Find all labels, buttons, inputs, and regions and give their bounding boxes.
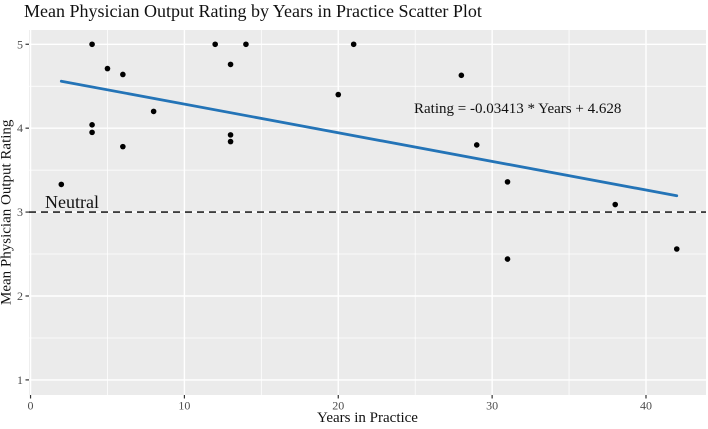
data-point (243, 41, 249, 48)
regression-trend-line (59, 79, 679, 198)
chart-title: Mean Physician Output Rating by Years in… (24, 1, 482, 21)
x-tick-label: 20 (332, 399, 344, 413)
data-point (612, 201, 619, 208)
data-point (120, 71, 126, 78)
data-point (89, 129, 95, 136)
data-point (227, 61, 234, 68)
y-tick-label: 1 (17, 373, 23, 387)
x-axis-title: Years in Practice (317, 410, 418, 426)
data-point (58, 181, 65, 188)
x-tick-label: 30 (486, 399, 498, 413)
data-point (89, 41, 95, 48)
data-point (89, 122, 95, 128)
data-point (335, 91, 342, 98)
data-point (504, 256, 511, 262)
data-point (212, 41, 218, 48)
data-point (458, 72, 465, 79)
y-tick-label: 5 (17, 37, 23, 51)
data-point (504, 179, 511, 185)
neutral-reference-label: Neutral (45, 192, 99, 212)
data-point (120, 143, 126, 150)
y-tick-label: 2 (17, 289, 23, 303)
x-tick-label: 40 (640, 399, 652, 413)
y-tick-label: 4 (17, 121, 23, 135)
data-point (150, 108, 157, 115)
data-point (227, 132, 234, 138)
data-point (350, 41, 357, 48)
x-tick-label: 10 (178, 399, 190, 413)
x-tick-label: 0 (28, 399, 34, 413)
data-point (104, 65, 111, 72)
regression-equation-annotation: Rating = -0.03413 * Years + 4.628 (414, 101, 622, 117)
data-point (473, 142, 480, 148)
data-point (673, 246, 680, 252)
y-axis-title: Mean Physician Output Rating (0, 119, 15, 306)
y-tick-label: 3 (17, 205, 23, 219)
data-point (227, 138, 234, 145)
